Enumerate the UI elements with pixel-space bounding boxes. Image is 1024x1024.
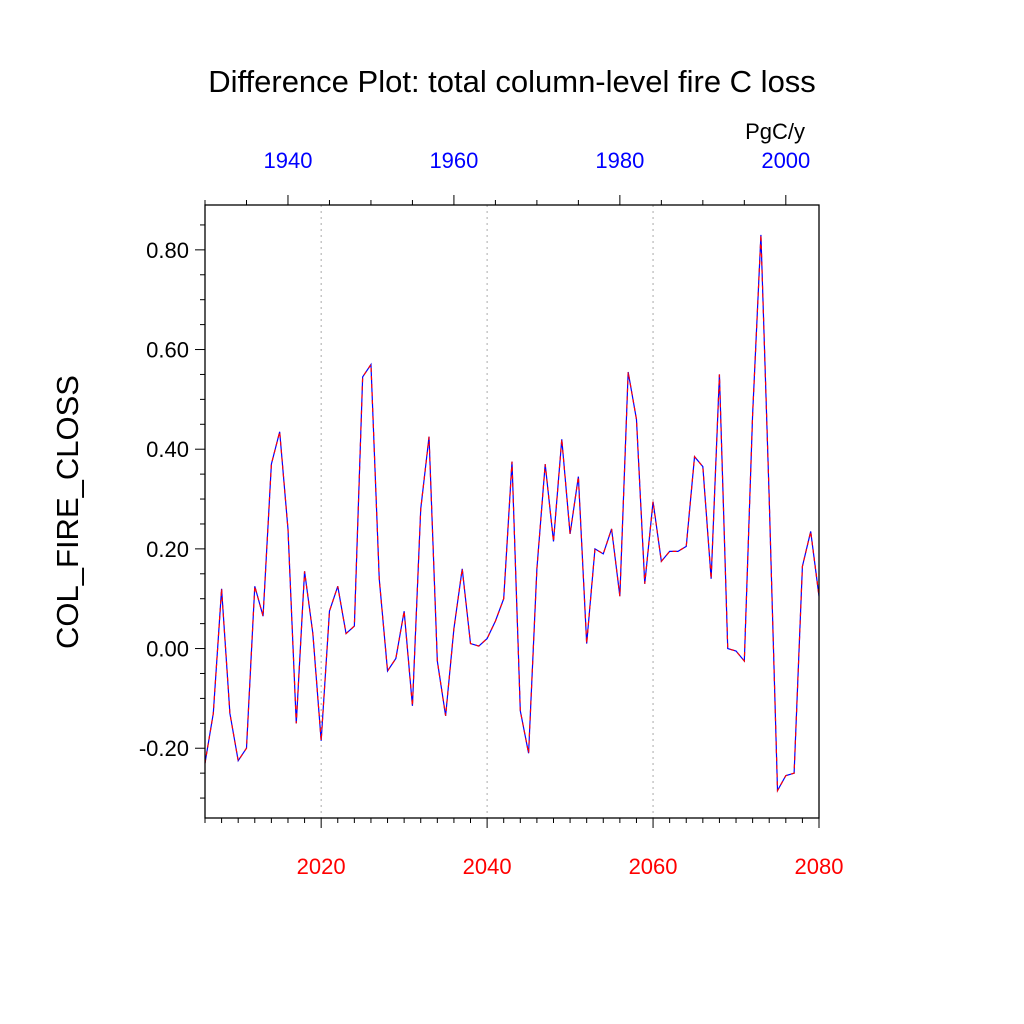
grid-lines <box>320 205 654 818</box>
y-tick-label: -0.20 <box>139 736 189 761</box>
y-tick-label: 0.80 <box>146 238 189 263</box>
y-tick-label: 0.40 <box>146 437 189 462</box>
x-top-tick-label: 1980 <box>595 148 644 173</box>
axes <box>204 204 820 819</box>
series-line-overlay <box>204 234 820 793</box>
data-series <box>204 234 820 793</box>
x-axis-bottom: 2020 2040 2060 2080 <box>204 818 844 879</box>
x-bottom-tick-label: 2020 <box>297 854 346 879</box>
x-top-tick-label: 1940 <box>263 148 312 173</box>
units-label: PgC/y <box>745 119 805 144</box>
plot-frame <box>204 204 820 819</box>
y-axis-label: COL_FIRE_CLOSS <box>50 375 85 649</box>
x-bottom-tick-label: 2040 <box>463 854 512 879</box>
y-tick-label: 0.00 <box>146 637 189 662</box>
x-axis-top: 1940 1960 1980 2000 <box>204 148 810 205</box>
x-bottom-tick-label: 2080 <box>795 854 844 879</box>
x-top-tick-label: 1960 <box>429 148 478 173</box>
y-axis-ticks: -0.20 0.00 0.20 0.40 0.60 0.80 <box>139 224 205 799</box>
y-tick-label: 0.60 <box>146 338 189 363</box>
x-bottom-tick-label: 2060 <box>629 854 678 879</box>
x-top-tick-label: 2000 <box>761 148 810 173</box>
chart-title: Difference Plot: total column-level fire… <box>208 64 816 99</box>
y-tick-label: 0.20 <box>146 537 189 562</box>
